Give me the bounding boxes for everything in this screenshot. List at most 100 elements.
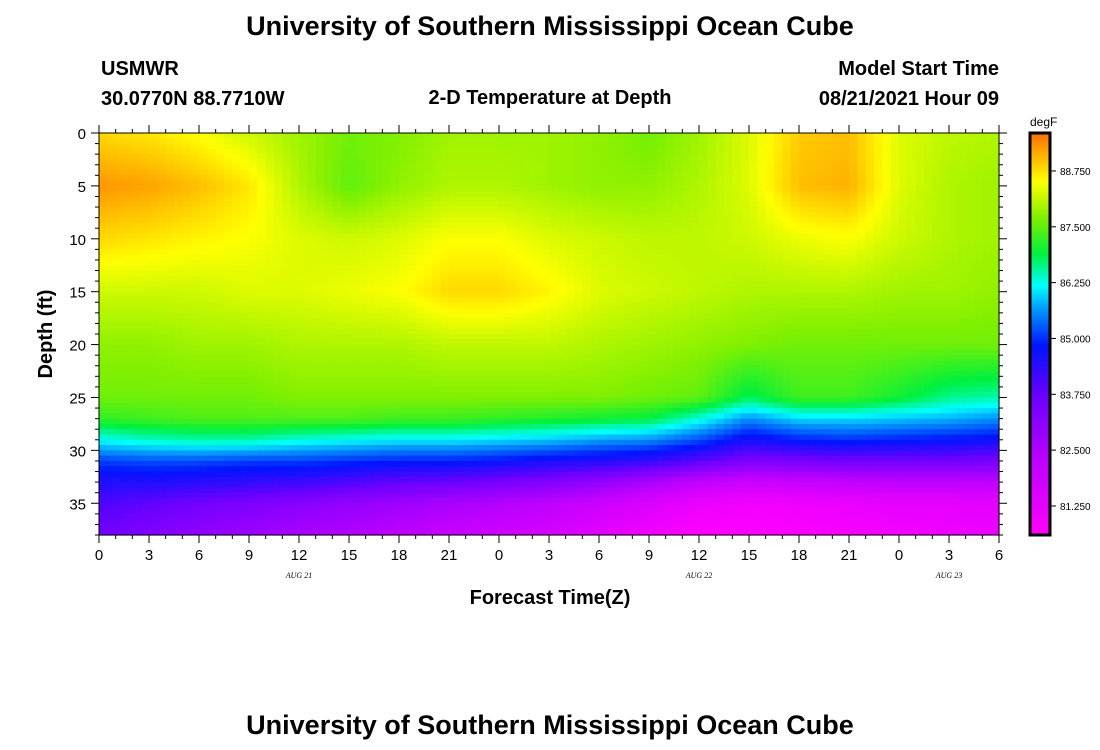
heatmap-cell (257, 376, 267, 383)
heatmap-cell (349, 339, 358, 346)
heatmap-cell (949, 344, 958, 351)
heatmap-cell (774, 334, 783, 340)
heatmap-cell (149, 323, 158, 330)
heatmap-cell (740, 318, 750, 325)
heatmap-cell (849, 296, 858, 303)
heatmap-cell (382, 159, 392, 166)
heatmap-cell (165, 275, 175, 282)
heatmap-cell (715, 270, 725, 277)
heatmap-cell (590, 339, 600, 346)
heatmap-cell (282, 212, 292, 219)
heatmap-cell (457, 259, 467, 266)
heatmap-cell (907, 138, 917, 145)
heatmap-cell (290, 170, 300, 176)
heatmap-cell (507, 164, 517, 171)
heatmap-cell (299, 291, 308, 298)
heatmap-cell (757, 159, 767, 166)
heatmap-cell (990, 228, 1000, 235)
heatmap-cell (874, 344, 883, 351)
heatmap-cell (424, 302, 433, 309)
heatmap-cell (699, 191, 708, 198)
heatmap-cell (549, 328, 558, 335)
heatmap-cell (265, 133, 275, 139)
heatmap-cell (132, 196, 142, 203)
heatmap-cell (324, 349, 333, 356)
heatmap-cell (907, 312, 917, 319)
heatmap-cell (715, 201, 725, 208)
heatmap-cell (857, 249, 867, 256)
heatmap-cell (782, 148, 792, 155)
station-name: USMWR (101, 58, 179, 80)
heatmap-cell (815, 148, 825, 155)
heatmap-cell (949, 170, 958, 176)
heatmap-cell (499, 286, 508, 293)
heatmap-cell (857, 180, 867, 187)
heatmap-cell (282, 143, 292, 150)
heatmap-cell (740, 286, 750, 293)
heatmap-cell (799, 259, 808, 266)
heatmap-cell (724, 334, 733, 340)
heatmap-cell (599, 185, 608, 192)
heatmap-cell (915, 339, 925, 346)
heatmap-cell (549, 201, 558, 208)
heatmap-cell (949, 249, 958, 256)
heatmap-cell (807, 170, 817, 176)
heatmap-cell (707, 185, 717, 192)
heatmap-cell (740, 275, 750, 282)
heatmap-cell (899, 312, 908, 319)
heatmap-cell (399, 138, 408, 145)
heatmap-cell (657, 138, 667, 145)
heatmap-cell (315, 259, 325, 266)
heatmap-cell (832, 249, 842, 256)
heatmap-cell (382, 249, 392, 256)
heatmap-cell (199, 259, 208, 266)
heatmap-cell (190, 371, 200, 377)
heatmap-cell (624, 307, 633, 314)
heatmap-cell (865, 312, 875, 319)
heatmap-cell (382, 217, 392, 224)
heatmap-cell (982, 312, 992, 319)
heatmap-cell (615, 133, 625, 139)
heatmap-cell (874, 207, 883, 213)
heatmap-cell (232, 344, 242, 351)
heatmap-cell (657, 254, 667, 261)
heatmap-cell (782, 270, 792, 277)
heatmap-cell (690, 302, 700, 309)
heatmap-cell (674, 143, 683, 150)
heatmap-cell (840, 180, 850, 187)
heatmap-cell (657, 344, 667, 351)
heatmap-cell (99, 307, 108, 314)
heatmap-cell (632, 275, 642, 282)
heatmap-cell (365, 323, 375, 330)
heatmap-cell (690, 201, 700, 208)
heatmap-cell (757, 238, 767, 245)
heatmap-cell (590, 312, 600, 319)
heatmap-cell (832, 191, 842, 198)
heatmap-cell (732, 339, 742, 346)
heatmap-cell (965, 196, 975, 203)
heatmap-cell (965, 312, 975, 319)
heatmap-cell (149, 154, 158, 161)
heatmap-cell (315, 334, 325, 340)
heatmap-cell (257, 133, 267, 139)
heatmap-cell (932, 318, 942, 325)
heatmap-cell (140, 185, 150, 192)
heatmap-cell (307, 159, 317, 166)
heatmap-cell (215, 328, 225, 335)
heatmap-cell (799, 360, 808, 367)
heatmap-cell (149, 312, 158, 319)
heatmap-cell (265, 376, 275, 383)
heatmap-cell (815, 323, 825, 330)
heatmap-cell (349, 207, 358, 213)
heatmap-cell (374, 365, 383, 372)
heatmap-cell (540, 143, 550, 150)
heatmap-cell (765, 275, 775, 282)
heatmap-cell (907, 349, 917, 356)
heatmap-cell (349, 312, 358, 319)
heatmap-cell (174, 191, 183, 198)
heatmap-cell (165, 233, 175, 240)
heatmap-cell (274, 180, 283, 187)
heatmap-cell (365, 138, 375, 145)
heatmap-cell (107, 270, 117, 277)
heatmap-cell (415, 175, 425, 182)
